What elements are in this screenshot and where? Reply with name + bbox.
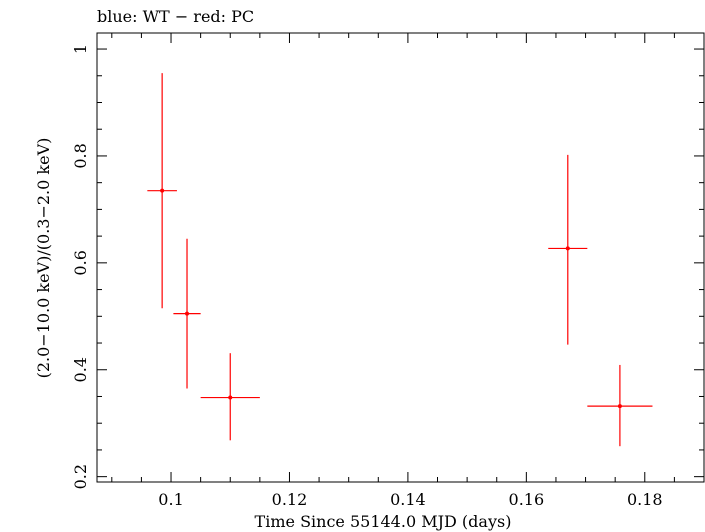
x-axis-label: Time Since 55144.0 MJD (days) xyxy=(255,512,512,531)
x-tick-label: 0.16 xyxy=(509,490,545,509)
point-marker xyxy=(617,404,622,409)
y-axis-label: (2.0−10.0 keV)/(0.3−2.0 keV) xyxy=(34,138,53,379)
y-axis-ticks: 0.2 0.4 0.6 0.8 1 xyxy=(71,44,704,489)
y-tick-label: 0.2 xyxy=(71,464,90,489)
y-tick-label: 0.4 xyxy=(71,357,90,382)
x-tick-label: 0.14 xyxy=(390,490,426,509)
y-tick-label: 0.6 xyxy=(71,250,90,275)
data-points xyxy=(147,73,653,447)
point-marker xyxy=(160,188,165,193)
data-point xyxy=(587,364,653,447)
data-point xyxy=(147,73,177,309)
x-tick-label: 0.18 xyxy=(627,490,663,509)
x-axis-ticks: 0.1 0.12 0.14 0.16 0.18 xyxy=(111,33,705,509)
point-marker xyxy=(228,395,233,400)
chart-title: blue: WT − red: PC xyxy=(97,7,254,26)
y-tick-label: 0.8 xyxy=(71,143,90,168)
data-point xyxy=(200,353,260,441)
y-tick-label: 1 xyxy=(71,44,90,54)
data-point xyxy=(173,238,201,389)
x-tick-label: 0.12 xyxy=(272,490,308,509)
data-point xyxy=(548,154,588,345)
plot-frame xyxy=(96,32,705,483)
x-tick-label: 0.1 xyxy=(158,490,183,509)
point-marker xyxy=(565,246,570,251)
point-marker xyxy=(185,311,190,316)
